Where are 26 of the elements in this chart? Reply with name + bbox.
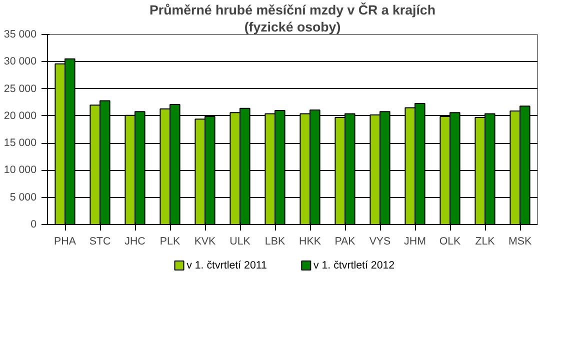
x-tick-label: OLK [439,236,461,248]
y-tick-label: 25 000 [4,82,37,95]
x-tick-label: PAK [334,236,356,248]
x-tick-label: ZLK [475,236,495,248]
chart-title: Průměrné hrubé měsíční mzdy v ČR a krajích [150,2,436,18]
y-tick-label: 5 000 [10,191,37,204]
y-tick-label: 30 000 [4,56,37,68]
x-tick-label: PLK [160,236,180,248]
y-tick-label: 20 000 [4,110,37,122]
y-tick-label: 0 [30,218,37,230]
x-tick-label: KVK [194,236,216,248]
x-tick-label: JHM [404,236,426,248]
legend-label: v 1. čtvrtletí 2011 [186,260,268,272]
x-tick-label: LBK [264,236,286,248]
x-tick-label: STC [89,236,111,248]
y-tick-label: 10 000 [4,164,37,176]
y-tick-label: 15 000 [4,137,37,150]
chart-subtitle: (fyzické osoby) [244,20,341,34]
y-tick-label: 35 000 [4,28,37,40]
x-tick-label: VYS [369,236,391,248]
x-tick-label: HKK [299,236,321,248]
x-tick-label: MSK [508,236,532,248]
x-tick-label: ULK [230,236,250,248]
legend-label: v 1. čtvrtletí 2012 [313,260,395,272]
x-tick-label: PHA [54,236,77,248]
x-tick-label: JHC [124,236,146,248]
